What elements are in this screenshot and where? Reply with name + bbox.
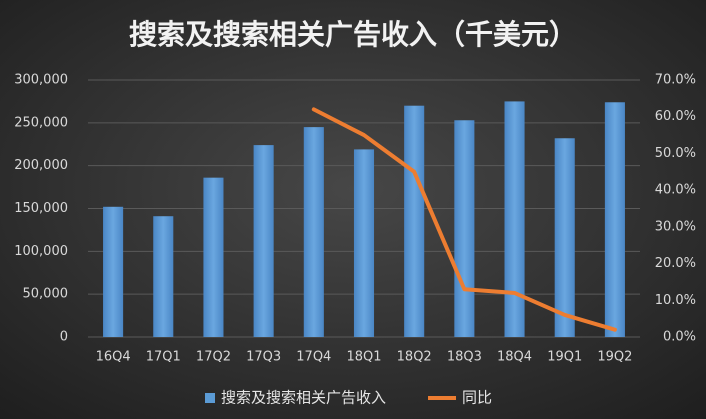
y2-tick-label: 20.0% <box>655 256 696 271</box>
bar <box>303 127 324 337</box>
x-tick-label: 19Q1 <box>547 350 582 365</box>
legend-swatch <box>205 393 215 403</box>
bar <box>353 149 375 337</box>
line <box>311 107 617 332</box>
x-tick-label: 18Q4 <box>497 350 532 365</box>
bar <box>253 145 274 337</box>
y2-tick-label: 0.0% <box>663 330 696 345</box>
x-tick-label: 18Q3 <box>447 350 482 365</box>
chart-title: 搜索及搜索相关广告收入（千美元） <box>129 18 577 51</box>
x-tick-label: 17Q3 <box>246 350 281 365</box>
y2-tick-label: 10.0% <box>655 293 696 308</box>
bar <box>103 206 124 337</box>
x-tick-label: 18Q1 <box>346 350 381 365</box>
bar <box>604 102 625 337</box>
bar <box>153 216 174 337</box>
y-tick-label: 0 <box>60 330 68 345</box>
y2-tick-label: 30.0% <box>655 219 696 234</box>
bar <box>554 138 575 337</box>
y-tick-label: 50,000 <box>23 287 69 302</box>
y2-tick-label: 40.0% <box>655 183 696 198</box>
y2-tick-label: 70.0% <box>655 73 696 88</box>
x-tick-label: 18Q2 <box>397 350 432 365</box>
bar <box>504 101 525 338</box>
y-tick-label: 250,000 <box>14 115 68 130</box>
y-tick-label: 150,000 <box>14 201 68 216</box>
bar <box>454 120 475 337</box>
y-tick-label: 300,000 <box>14 73 68 88</box>
y-tick-label: 200,000 <box>14 158 68 173</box>
y-tick-label: 100,000 <box>14 244 68 259</box>
bar <box>203 177 224 337</box>
y2-tick-label: 60.0% <box>655 109 696 124</box>
legend-label: 同比 <box>462 389 492 407</box>
bar <box>404 105 425 337</box>
x-tick-label: 17Q4 <box>296 350 331 365</box>
x-tick-label: 17Q2 <box>196 350 231 365</box>
y2-tick-label: 50.0% <box>655 146 696 161</box>
x-tick-label: 16Q4 <box>96 350 131 365</box>
x-tick-label: 19Q2 <box>597 350 632 365</box>
legend-label: 搜索及搜索相关广告收入 <box>221 389 386 407</box>
x-tick-label: 17Q1 <box>146 350 181 365</box>
